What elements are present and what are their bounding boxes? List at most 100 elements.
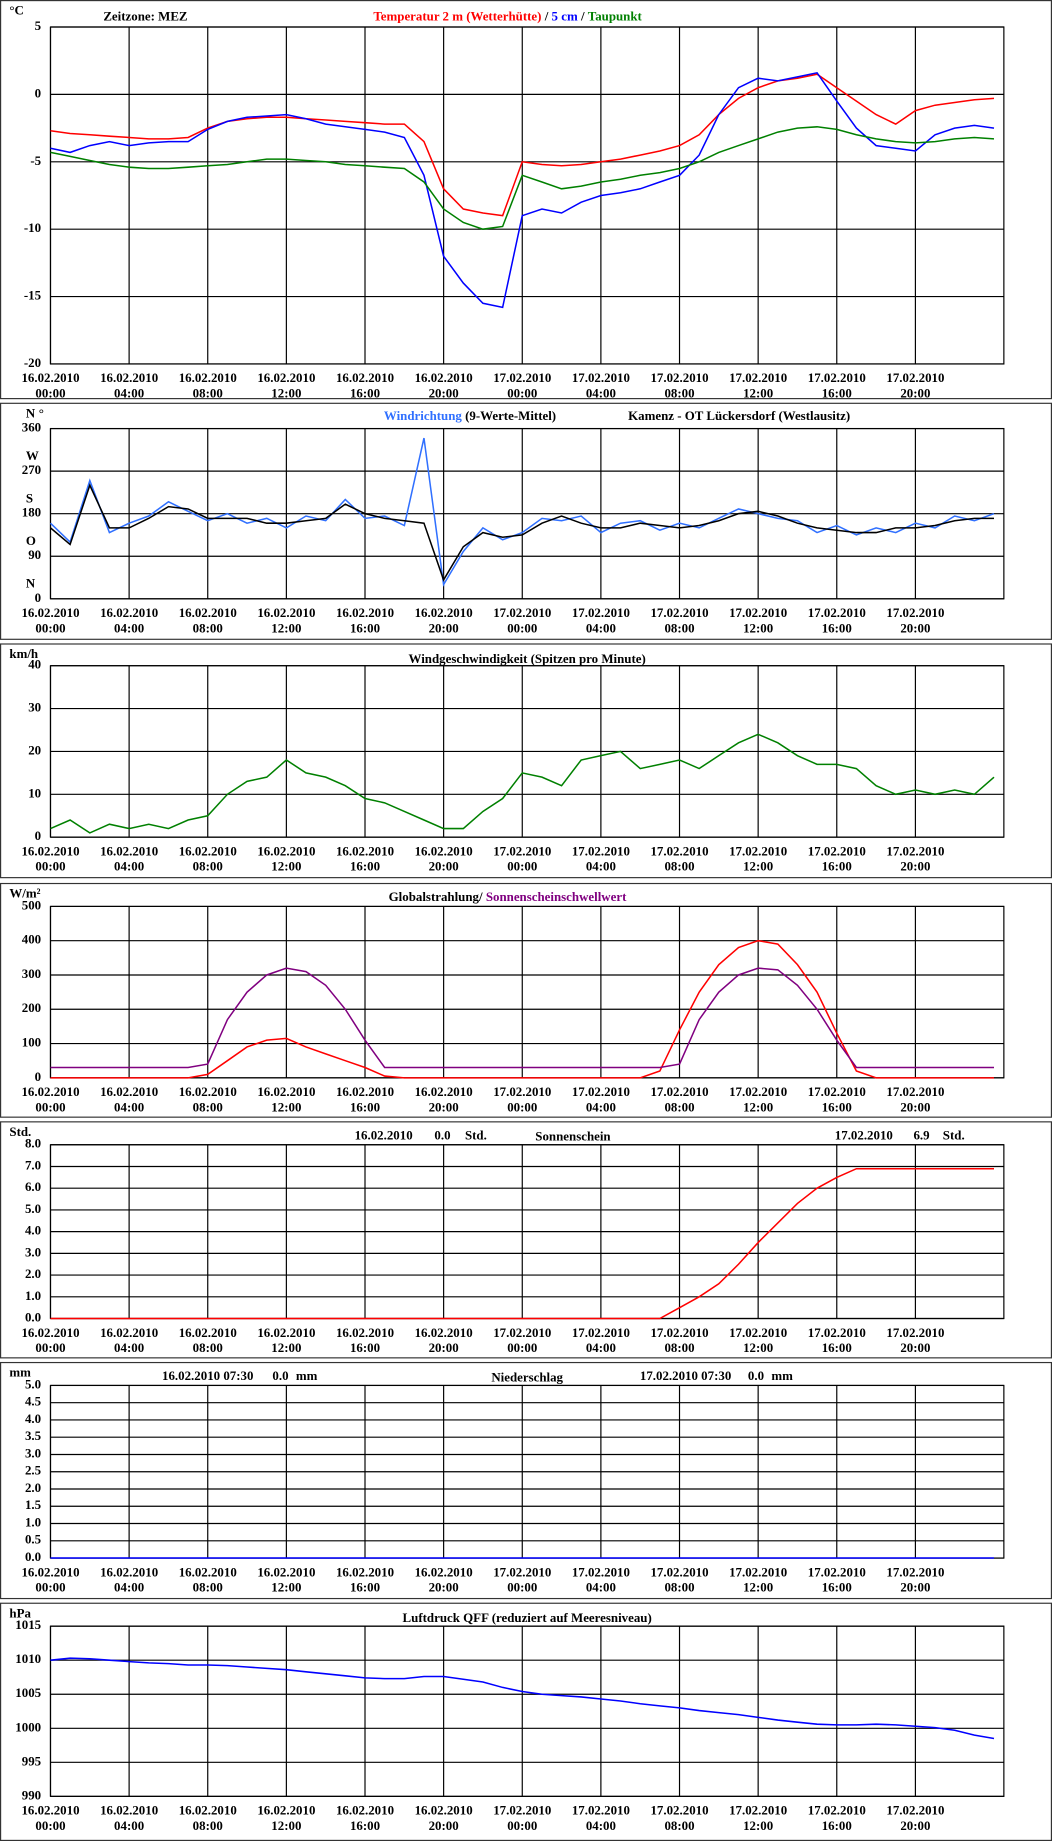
y-tick-label: 1.0 — [25, 1288, 41, 1303]
x-tick-date: 16.02.2010 — [415, 370, 473, 385]
y-tick-label: 360 — [22, 420, 41, 435]
compass-label: O — [26, 533, 36, 548]
compass-label: S — [26, 491, 33, 506]
x-tick-time: 12:00 — [743, 859, 773, 874]
compass-label: W — [26, 448, 39, 463]
annotation-value: 0.0 — [748, 1368, 764, 1383]
y-tick-label: -20 — [24, 355, 41, 370]
x-tick-date: 16.02.2010 — [100, 370, 158, 385]
series-line — [50, 1657, 995, 1740]
x-tick-time: 20:00 — [429, 385, 459, 400]
x-tick-time: 12:00 — [743, 1818, 773, 1833]
series-line — [49, 483, 994, 582]
x-tick-date: 17.02.2010 — [808, 605, 866, 620]
x-tick-time: 16:00 — [350, 385, 380, 400]
x-tick-time: 08:00 — [193, 620, 223, 635]
x-tick-date: 16.02.2010 — [100, 843, 158, 858]
y-tick-label: 270 — [22, 462, 41, 477]
legend: Windrichtung (9-Werte-Mittel) — [384, 408, 559, 423]
annotation-date: 17.02.2010 — [835, 1128, 893, 1143]
unit-label: km/h — [9, 646, 38, 661]
x-tick-time: 08:00 — [664, 385, 694, 400]
x-tick-date: 17.02.2010 — [572, 1564, 630, 1579]
x-tick-date: 17.02.2010 — [650, 1803, 708, 1818]
y-tick-label: 1.0 — [25, 1514, 41, 1529]
x-tick-date: 17.02.2010 — [886, 843, 944, 858]
y-tick-label: 3.0 — [25, 1244, 41, 1259]
note: Zeitzone: MEZ — [103, 9, 187, 24]
x-tick-date: 17.02.2010 — [808, 370, 866, 385]
x-tick-time: 08:00 — [664, 1099, 694, 1114]
plot-area — [49, 26, 1005, 365]
x-tick-date: 17.02.2010 — [808, 843, 866, 858]
y-tick-label: 5.0 — [25, 1201, 41, 1216]
x-tick-time: 20:00 — [900, 859, 930, 874]
x-tick-date: 16.02.2010 — [21, 1084, 79, 1099]
x-tick-date: 16.02.2010 — [21, 1325, 79, 1340]
x-tick-date: 16.02.2010 — [257, 605, 315, 620]
x-tick-date: 17.02.2010 — [729, 1803, 787, 1818]
y-tick-label: 90 — [28, 547, 41, 562]
x-tick-date: 16.02.2010 — [179, 1084, 237, 1099]
x-tick-time: 16:00 — [350, 1099, 380, 1114]
y-tick-label: 3.0 — [25, 1445, 41, 1460]
x-tick-time: 00:00 — [507, 1340, 537, 1355]
x-tick-date: 16.02.2010 — [257, 1564, 315, 1579]
legend-entry: (9-Werte-Mittel) — [465, 408, 556, 423]
x-tick-time: 12:00 — [271, 1340, 301, 1355]
y-tick-label: -10 — [24, 220, 41, 235]
x-tick-date: 17.02.2010 — [572, 370, 630, 385]
x-tick-date: 16.02.2010 — [179, 843, 237, 858]
x-tick-time: 04:00 — [114, 1340, 144, 1355]
x-tick-time: 16:00 — [822, 1099, 852, 1114]
y-tick-label: 300 — [22, 966, 41, 981]
x-tick-time: 00:00 — [507, 1099, 537, 1114]
annotation-unit: Std. — [943, 1128, 965, 1143]
x-tick-date: 16.02.2010 — [21, 605, 79, 620]
y-tick-label: 400 — [22, 932, 41, 947]
y-tick-label: 1010 — [15, 1651, 41, 1666]
legend-entry: Sonnenscheinschwellwert — [486, 889, 627, 904]
y-tick-label: 30 — [28, 700, 41, 715]
series-line — [50, 967, 994, 1069]
x-tick-time: 16:00 — [822, 1340, 852, 1355]
x-tick-time: 00:00 — [35, 1340, 65, 1355]
series-line — [49, 437, 995, 587]
x-tick-date: 17.02.2010 — [493, 605, 551, 620]
x-tick-date: 17.02.2010 — [572, 843, 630, 858]
legend: Temperatur 2 m (Wetterhütte) / 5 cm / Ta… — [373, 9, 645, 24]
y-tick-label: 5.0 — [25, 1376, 41, 1391]
x-tick-date: 17.02.2010 — [886, 1564, 944, 1579]
legend-entry: / — [544, 9, 549, 24]
unit-label: °C — [9, 3, 23, 18]
legend-entry: Globalstrahlung — [389, 889, 480, 904]
legend-entry: 5 cm — [552, 9, 578, 24]
x-tick-time: 20:00 — [429, 620, 459, 635]
y-tick-label: 8.0 — [25, 1136, 41, 1151]
series-line — [50, 73, 995, 217]
x-tick-date: 16.02.2010 — [415, 1084, 473, 1099]
x-tick-time: 08:00 — [193, 385, 223, 400]
panel-title: Luftdruck QFF (reduziert auf Meeresnivea… — [403, 1610, 652, 1625]
x-tick-time: 20:00 — [429, 1340, 459, 1355]
x-tick-date: 17.02.2010 — [729, 843, 787, 858]
x-tick-time: 00:00 — [35, 1818, 65, 1833]
x-tick-date: 17.02.2010 — [493, 1564, 551, 1579]
x-tick-date: 16.02.2010 — [179, 1325, 237, 1340]
x-tick-date: 16.02.2010 — [336, 1325, 394, 1340]
series-line — [50, 939, 994, 1079]
panel-title: Sonnenschein — [535, 1129, 610, 1144]
x-tick-date: 16.02.2010 — [100, 1325, 158, 1340]
x-tick-time: 16:00 — [350, 1818, 380, 1833]
unit-label: hPa — [9, 1605, 31, 1620]
annotation-unit: Std. — [465, 1128, 487, 1143]
y-tick-label: 5 — [35, 18, 41, 33]
x-tick-date: 17.02.2010 — [808, 1564, 866, 1579]
x-tick-date: 17.02.2010 — [572, 605, 630, 620]
x-tick-time: 04:00 — [114, 620, 144, 635]
y-tick-label: 40 — [28, 657, 41, 672]
x-tick-date: 16.02.2010 — [336, 370, 394, 385]
y-tick-label: 4.0 — [25, 1411, 41, 1426]
y-tick-label: 3.5 — [25, 1428, 41, 1443]
